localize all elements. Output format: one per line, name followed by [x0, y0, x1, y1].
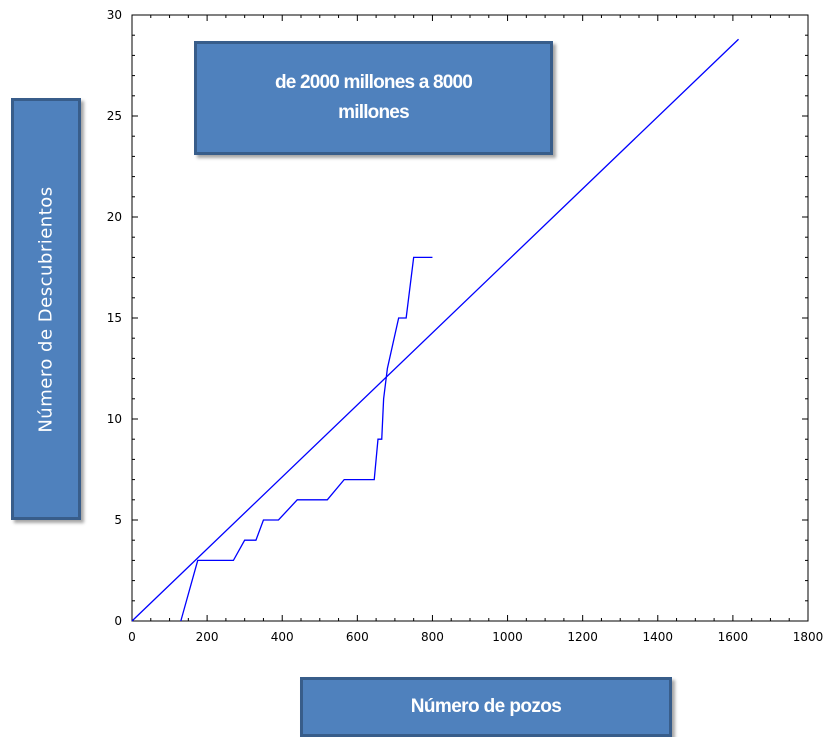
chart-title-box: de 2000 millones a 8000 millones	[194, 41, 553, 155]
plot-area	[131, 14, 809, 622]
series-line-2	[131, 38, 739, 622]
x-tick-label: 0	[128, 630, 136, 644]
x-tick-label: 800	[421, 630, 444, 644]
y-tick-label: 5	[114, 513, 122, 527]
y-axis-label-box: Número de Descubrientos	[11, 98, 81, 520]
y-tick-label: 25	[107, 109, 122, 123]
x-tick-label: 1400	[643, 630, 674, 644]
y-tick-label: 10	[107, 412, 122, 426]
x-tick-label: 1600	[718, 630, 749, 644]
chart-title: de 2000 millones a 8000 millones	[274, 72, 473, 123]
x-tick-labels: 0 200 400 600 800 1000 1200 1400 1600 1800	[128, 630, 823, 644]
y-tick-label: 15	[107, 311, 122, 325]
y-tick-label: 0	[114, 614, 122, 628]
y-axis-label: Número de Descubrientos	[35, 185, 57, 433]
x-axis-label: Número de pozos	[410, 696, 562, 717]
x-tick-label: 400	[271, 630, 294, 644]
series-group	[131, 38, 739, 622]
x-tick-label: 200	[196, 630, 219, 644]
x-axis-label-box: Número de pozos	[300, 677, 672, 737]
series-line-1	[180, 256, 433, 622]
x-tick-label: 1000	[492, 630, 523, 644]
x-tick-label: 600	[346, 630, 369, 644]
x-tick-label: 1200	[567, 630, 598, 644]
y-tick-labels: 0 5 10 15 20 25 30	[107, 8, 122, 628]
y-tick-label: 30	[107, 8, 122, 22]
x-tick-label: 1800	[793, 630, 824, 644]
y-tick-label: 20	[107, 210, 122, 224]
